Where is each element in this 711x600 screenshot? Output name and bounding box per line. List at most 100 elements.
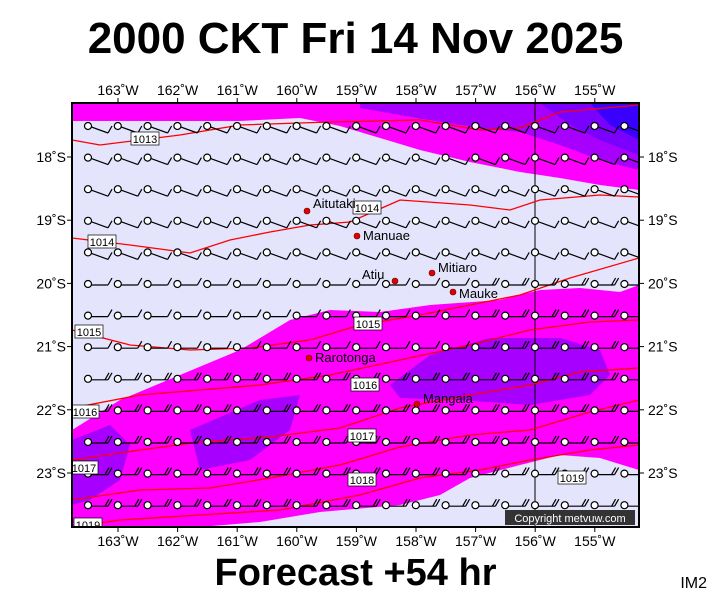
station-circle (322, 437, 331, 447)
place-label: Manuae (363, 228, 410, 243)
lon-label-top: 158˚W (395, 82, 437, 98)
station-circle (530, 279, 540, 289)
station-circle (590, 501, 599, 510)
station-circle (322, 374, 331, 383)
station-circle (381, 374, 391, 383)
barb-feather (435, 277, 441, 286)
isobar-line (72, 444, 639, 527)
barb-feather (164, 404, 170, 412)
wind-barb (381, 248, 411, 260)
wind-barb (322, 404, 351, 415)
barb-feather (253, 404, 259, 412)
barb-shaft (240, 221, 258, 229)
station-circle (173, 185, 182, 194)
barb-feather (316, 157, 322, 165)
station-circle (113, 406, 122, 415)
station-circle (560, 216, 569, 225)
barb-feather (107, 309, 113, 317)
barb-feather (644, 189, 648, 196)
wind-barb (590, 248, 620, 260)
station-circle (143, 279, 152, 289)
station-circle (232, 469, 242, 478)
barb-shaft (508, 126, 526, 134)
barb-feather (405, 188, 411, 197)
wind-barb (352, 121, 381, 134)
barb-feather (584, 309, 590, 317)
barb-feather (614, 157, 620, 165)
barb-feather (644, 499, 648, 506)
barb-feather (494, 252, 500, 260)
barb-shaft (270, 126, 288, 134)
wind-barb (590, 277, 620, 289)
wind-barb (173, 498, 202, 510)
station-circle (381, 248, 391, 257)
station-circle (441, 406, 450, 415)
barb-feather (465, 435, 471, 444)
barb-feather (405, 309, 411, 317)
wind-barb (173, 372, 202, 383)
station-circle (262, 343, 271, 352)
barb-feather (316, 252, 322, 260)
wind-barb (83, 340, 113, 352)
lon-label-bottom: 156˚W (515, 533, 557, 549)
wind-barb (411, 372, 441, 383)
wind-barb (620, 343, 639, 352)
wind-barb (262, 372, 292, 383)
isobar-label-box (557, 470, 587, 485)
wind-barb (381, 498, 411, 510)
barb-shaft (329, 189, 347, 197)
barb-feather (405, 404, 411, 412)
barb-shaft (210, 221, 228, 229)
station-circle (232, 374, 242, 383)
wind-barb (441, 340, 471, 352)
station-circle (262, 374, 271, 383)
station-circle (292, 469, 301, 478)
wind-barb (441, 153, 471, 166)
wind-barb (322, 153, 351, 166)
barb-shaft (478, 126, 496, 134)
station-circle (471, 374, 480, 383)
barb-feather (551, 498, 557, 507)
station-circle (173, 121, 182, 131)
barb-shaft (359, 252, 377, 260)
station-circle (590, 311, 599, 320)
lat-label-left: 20˚S (36, 275, 66, 291)
barb-feather (226, 467, 232, 475)
wind-barb (590, 340, 620, 352)
barb-feather (167, 277, 173, 286)
barb-feather (611, 404, 617, 412)
wind-barb (322, 216, 351, 229)
wind-barb (203, 248, 232, 260)
barb-feather (554, 467, 560, 475)
barb-feather (286, 309, 292, 317)
isobar-label-text: 1014 (90, 237, 114, 249)
barb-shaft (180, 221, 198, 229)
station-circle (352, 406, 361, 415)
barb-feather (402, 435, 408, 444)
station-circle (530, 501, 540, 510)
wind-barb (501, 153, 530, 166)
barb-shaft (389, 221, 407, 229)
station-circle (262, 406, 271, 415)
barb-feather (554, 340, 560, 349)
barb-feather (137, 157, 143, 165)
station-circle (203, 311, 212, 320)
barb-feather (316, 125, 322, 134)
wind-barb (471, 498, 500, 510)
barb-feather (584, 157, 590, 165)
station-circle (411, 153, 420, 162)
barb-shaft (448, 158, 466, 166)
station-circle (381, 501, 391, 510)
wind-barb (411, 121, 441, 134)
wind-barb (411, 248, 441, 260)
barb-feather (137, 309, 143, 317)
wind-barb (173, 121, 202, 134)
barb-feather (375, 157, 381, 165)
barb-feather (167, 125, 173, 134)
wind-barb (143, 216, 173, 229)
wind-barb (113, 467, 143, 478)
wind-barb (83, 185, 113, 197)
wind-barb (471, 340, 500, 352)
barb-feather (435, 220, 441, 229)
wind-barb (411, 498, 441, 510)
